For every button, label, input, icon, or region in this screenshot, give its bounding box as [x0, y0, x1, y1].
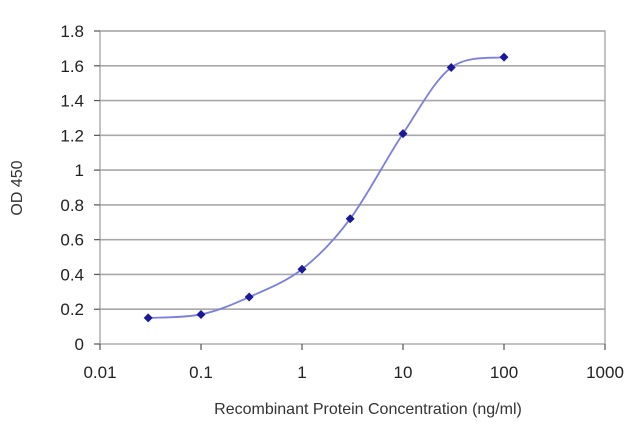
x-axis: 0.01 0.1 1 10 100 1000	[83, 344, 624, 382]
x-tick-label: 10	[394, 363, 413, 382]
y-tick-label: 1.6	[60, 57, 84, 76]
x-tick-label: 1000	[586, 363, 624, 382]
y-axis-title: OD 450	[9, 160, 26, 215]
y-axis: 0 0.2 0.4 0.6 0.8 1 1.2 1.4 1.6 1.8	[60, 22, 100, 354]
y-tick-label: 0.2	[60, 300, 84, 319]
data-point	[345, 214, 355, 224]
data-point	[143, 313, 153, 323]
plot-area	[99, 30, 606, 345]
data-point	[446, 63, 456, 73]
y-tick-label: 0.6	[60, 231, 84, 250]
data-point	[398, 129, 408, 139]
data-point	[499, 52, 509, 62]
x-tick-label: 1	[297, 363, 306, 382]
data-point	[244, 292, 254, 302]
y-tick-label: 0.4	[60, 265, 84, 284]
x-axis-title: Recombinant Protein Concentration (ng/ml…	[214, 401, 522, 418]
y-tick-label: 1.4	[60, 92, 84, 111]
data-point	[196, 309, 206, 319]
x-tick-label: 0.1	[189, 363, 213, 382]
y-tick-label: 1	[75, 161, 84, 180]
x-tick-label: 100	[490, 363, 518, 382]
series-layer	[143, 52, 509, 323]
gridlines	[100, 30, 605, 311]
y-tick-label: 1.2	[60, 126, 84, 145]
y-tick-label: 0.8	[60, 196, 84, 215]
y-tick-label: 0	[75, 335, 84, 354]
x-tick-label: 0.01	[83, 363, 116, 382]
series-line	[148, 56, 505, 319]
data-point	[297, 264, 307, 274]
y-tick-label: 1.8	[60, 22, 84, 41]
